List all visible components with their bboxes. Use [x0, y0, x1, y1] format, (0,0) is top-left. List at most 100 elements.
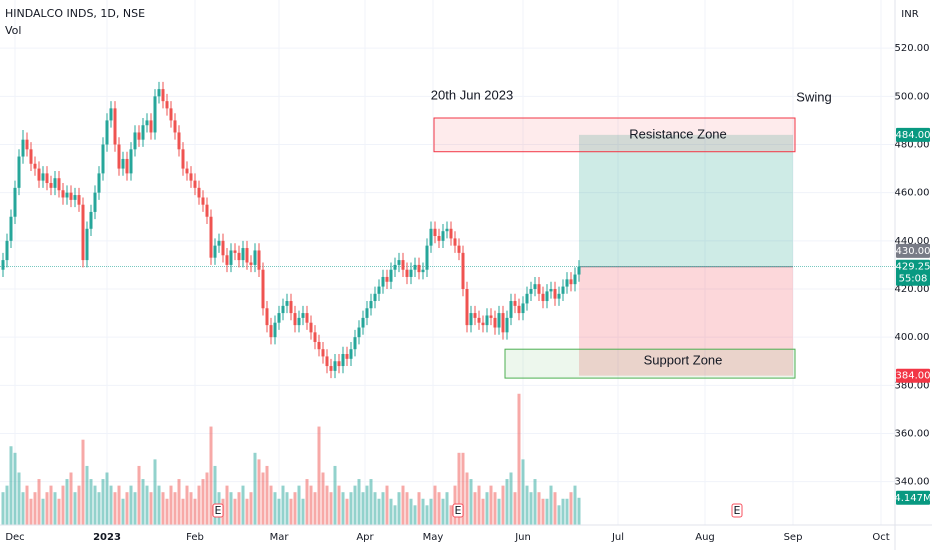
candle-body	[321, 349, 325, 357]
volume-bar	[565, 498, 569, 525]
volume-bar	[133, 492, 137, 525]
y-tick-label: 460.00	[895, 188, 930, 199]
volume-bar	[165, 498, 169, 525]
volume-bar	[437, 492, 441, 525]
candle-body	[529, 288, 533, 294]
candle-body	[173, 120, 177, 133]
volume-bar	[89, 479, 93, 525]
volume-bar	[169, 485, 173, 525]
volume-bar	[433, 485, 437, 525]
candle-body	[297, 317, 301, 326]
candle-body	[453, 238, 457, 246]
candle-body	[473, 313, 477, 318]
volume-bar	[249, 492, 253, 525]
y-tick-label: 400.00	[895, 332, 930, 343]
annotation: Swing	[796, 89, 831, 104]
candle-body	[309, 322, 313, 333]
volume-bar	[245, 498, 249, 525]
volume-bar	[369, 479, 373, 525]
volume-bar	[425, 505, 429, 525]
volume-bar	[177, 479, 181, 525]
earnings-label: E	[215, 504, 222, 517]
candle-body	[157, 89, 161, 97]
price-tag-label: 484.00	[896, 130, 931, 141]
candle-body	[225, 255, 229, 265]
volume-bar	[257, 459, 261, 525]
price-tag	[896, 243, 930, 258]
volume-bar	[277, 498, 281, 525]
candle-body	[289, 301, 293, 314]
candle-body	[317, 341, 321, 350]
volume-bar	[405, 492, 409, 525]
y-tick-label: 480.00	[895, 139, 930, 150]
candle-body	[153, 96, 157, 133]
stop-area	[579, 266, 793, 376]
candle-body	[85, 228, 89, 261]
candle-body	[525, 293, 529, 304]
volume-bar	[505, 479, 509, 525]
volume-bar	[17, 472, 21, 525]
candle-body	[305, 313, 309, 323]
volume-bar	[185, 485, 189, 525]
volume-bar	[261, 472, 265, 525]
candle-body	[1, 260, 5, 270]
candle-body	[553, 288, 557, 299]
candle-body	[269, 325, 273, 338]
y-tick-label: 420.00	[895, 284, 930, 295]
candle-body	[25, 139, 29, 150]
volume-bar	[317, 426, 321, 525]
candle-body	[205, 204, 209, 217]
resistance-zone-label: Resistance Zone	[629, 126, 727, 141]
candle-body	[213, 245, 217, 258]
candle-body	[257, 250, 261, 270]
y-tick-label: 520.00	[895, 43, 930, 54]
candle-body	[369, 301, 373, 309]
volume-bar	[45, 492, 49, 525]
volume-bar	[497, 498, 501, 525]
support-zone-label: Support Zone	[644, 352, 723, 367]
candle-body	[177, 132, 181, 150]
candle-body	[181, 149, 185, 169]
volume-bar	[137, 465, 141, 525]
candle-body	[409, 269, 413, 277]
volume-bar	[157, 485, 161, 525]
candle-body	[301, 313, 305, 318]
volume-bar	[321, 472, 325, 525]
volume-bar	[349, 492, 353, 525]
candle-body	[113, 108, 117, 145]
candle-body	[385, 276, 389, 282]
volume-bar	[125, 492, 129, 525]
volume-bar	[189, 492, 193, 525]
price-tag	[896, 127, 930, 142]
volume-bar	[309, 485, 313, 525]
volume-bar	[69, 472, 73, 525]
volume-bar	[297, 485, 301, 525]
volume-bar	[397, 492, 401, 525]
volume-bar	[273, 492, 277, 525]
x-tick-label: May	[423, 532, 444, 543]
volume-bar	[373, 492, 377, 525]
volume-bar	[333, 465, 337, 525]
price-tag-label: 429.25	[896, 262, 931, 273]
candle-body	[341, 354, 345, 367]
volume-bar	[121, 498, 125, 525]
candle-body	[29, 149, 33, 164]
volume-bar	[513, 492, 517, 525]
candle-body	[193, 180, 197, 188]
candle-body	[201, 197, 205, 205]
volume-bar	[421, 498, 425, 525]
volume-bar	[293, 492, 297, 525]
volume-bar	[457, 452, 461, 525]
candle-body	[397, 260, 401, 265]
candle-body	[381, 276, 385, 287]
volume-bar	[501, 485, 505, 525]
volume-bar	[429, 498, 433, 525]
candle-body	[313, 332, 317, 342]
candle-body	[37, 168, 41, 181]
volume-tag-label: 4.147M	[894, 493, 931, 504]
candle-body	[165, 101, 169, 109]
volume-bar	[229, 492, 233, 525]
volume-bar	[25, 485, 29, 525]
volume-bar	[233, 498, 237, 525]
volume-bar	[241, 485, 245, 525]
